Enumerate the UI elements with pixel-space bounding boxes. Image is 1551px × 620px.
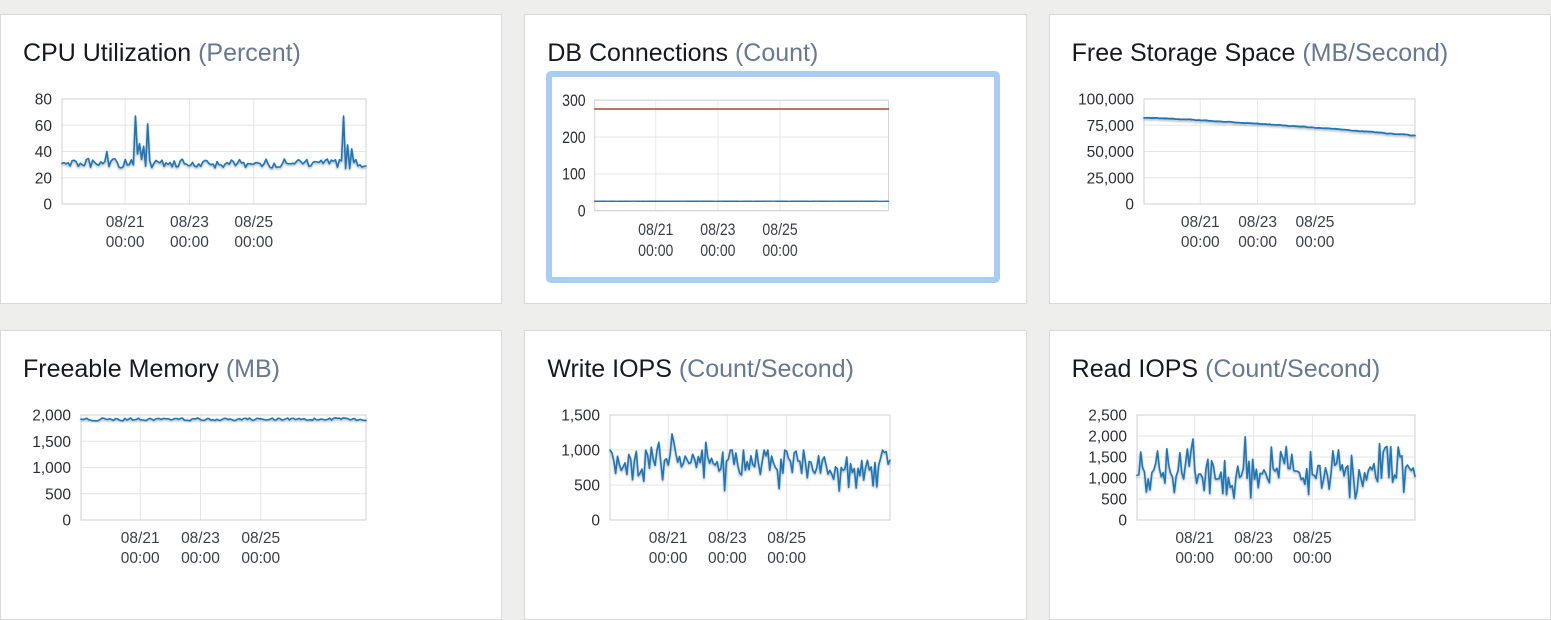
svg-text:08/23: 08/23	[708, 530, 747, 547]
svg-text:2,000: 2,000	[32, 408, 71, 425]
svg-text:2,500: 2,500	[1088, 408, 1127, 425]
svg-text:00:00: 00:00	[763, 242, 798, 260]
svg-text:08/25: 08/25	[241, 530, 280, 547]
svg-text:1,000: 1,000	[32, 460, 71, 477]
svg-text:500: 500	[574, 478, 600, 495]
svg-text:00:00: 00:00	[121, 550, 160, 567]
svg-text:00:00: 00:00	[638, 242, 673, 260]
svg-text:00:00: 00:00	[649, 550, 688, 567]
svg-text:200: 200	[562, 129, 586, 147]
svg-text:08/25: 08/25	[234, 214, 273, 231]
svg-text:08/23: 08/23	[701, 221, 736, 239]
svg-text:00:00: 00:00	[768, 550, 807, 567]
svg-text:00:00: 00:00	[234, 234, 273, 251]
svg-text:08/23: 08/23	[1234, 530, 1273, 547]
svg-text:00:00: 00:00	[1234, 550, 1273, 567]
svg-text:08/21: 08/21	[1175, 530, 1214, 547]
svg-text:80: 80	[35, 92, 53, 109]
svg-text:08/21: 08/21	[638, 221, 673, 239]
svg-text:0: 0	[1118, 513, 1127, 530]
svg-text:0: 0	[1125, 197, 1134, 214]
svg-text:25,000: 25,000	[1086, 170, 1134, 187]
svg-text:100: 100	[562, 166, 586, 184]
svg-text:00:00: 00:00	[1295, 234, 1334, 251]
svg-text:0: 0	[62, 513, 71, 530]
svg-text:50,000: 50,000	[1086, 144, 1134, 161]
svg-text:08/23: 08/23	[170, 214, 209, 231]
svg-text:08/25: 08/25	[763, 221, 798, 239]
svg-text:00:00: 00:00	[1181, 234, 1220, 251]
svg-text:00:00: 00:00	[1293, 550, 1332, 567]
svg-text:08/21: 08/21	[1181, 214, 1220, 231]
svg-text:00:00: 00:00	[181, 550, 220, 567]
svg-text:75,000: 75,000	[1086, 118, 1134, 135]
svg-text:00:00: 00:00	[241, 550, 280, 567]
svg-text:00:00: 00:00	[1238, 234, 1277, 251]
svg-text:500: 500	[45, 486, 71, 503]
svg-text:40: 40	[35, 144, 53, 161]
svg-text:08/21: 08/21	[121, 530, 160, 547]
svg-text:0: 0	[43, 197, 52, 214]
svg-text:60: 60	[35, 118, 53, 135]
svg-text:1,500: 1,500	[562, 408, 601, 425]
svg-text:100,000: 100,000	[1078, 92, 1134, 109]
svg-text:00:00: 00:00	[701, 242, 736, 260]
svg-text:1,000: 1,000	[562, 443, 601, 460]
svg-text:08/23: 08/23	[181, 530, 220, 547]
svg-text:08/21: 08/21	[649, 530, 688, 547]
svg-text:00:00: 00:00	[1175, 550, 1214, 567]
svg-text:00:00: 00:00	[106, 234, 145, 251]
svg-text:0: 0	[578, 203, 586, 221]
svg-text:08/25: 08/25	[1293, 530, 1332, 547]
svg-text:1,000: 1,000	[1088, 471, 1127, 488]
svg-text:08/25: 08/25	[1295, 214, 1334, 231]
svg-text:0: 0	[592, 513, 601, 530]
svg-text:08/25: 08/25	[768, 530, 807, 547]
svg-text:08/21: 08/21	[106, 214, 145, 231]
svg-text:500: 500	[1101, 492, 1127, 509]
svg-text:08/23: 08/23	[1238, 214, 1277, 231]
svg-text:300: 300	[562, 92, 586, 110]
svg-text:20: 20	[35, 170, 53, 187]
svg-text:00:00: 00:00	[708, 550, 747, 567]
svg-text:00:00: 00:00	[170, 234, 209, 251]
svg-text:2,000: 2,000	[1088, 429, 1127, 446]
svg-text:1,500: 1,500	[1088, 450, 1127, 467]
svg-text:1,500: 1,500	[32, 434, 71, 451]
